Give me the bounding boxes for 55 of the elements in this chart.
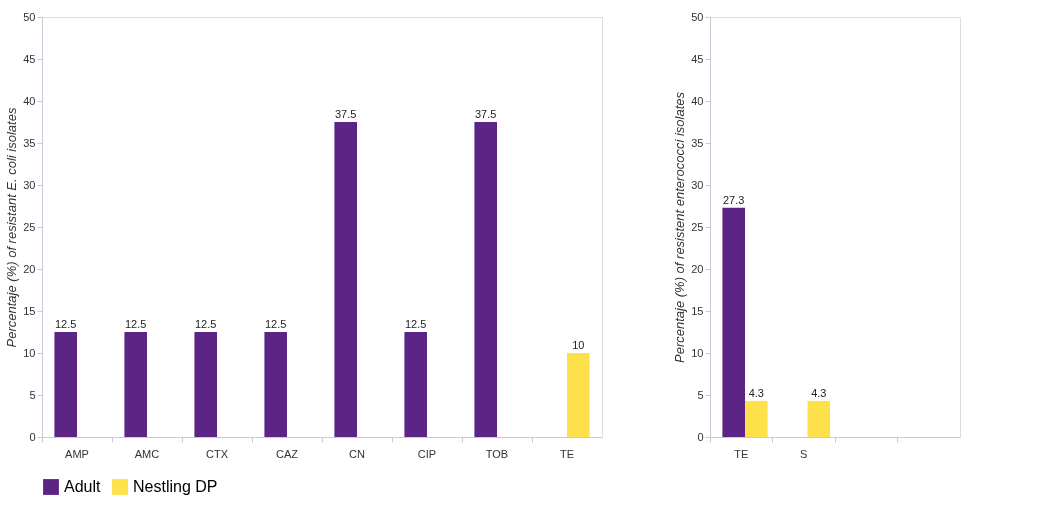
legend-label: Adult [64,478,102,495]
x-tick-label: AMC [134,447,160,460]
y-tick-label: 45 [691,52,704,65]
y-tick-label: 25 [691,220,704,233]
bar [567,353,590,437]
y-axis-title: Percentaje (%) of resistant E. coli isolates [4,107,20,348]
y-tick-label: 35 [23,136,36,149]
data-label: 4.3 [811,386,827,399]
y-tick-label: 20 [691,262,704,275]
x-tick-label: S [800,447,808,460]
legend-label: Nestling DP [133,478,218,495]
data-label: 27.3 [723,193,745,206]
y-tick-label: 15 [691,304,704,317]
bar [474,122,497,437]
data-label: 12.5 [55,318,77,330]
x-tick-label: CAZ [276,447,299,460]
y-tick-label: 40 [691,94,704,107]
y-axis-title: Percentaje (%) of resistent enterococci isolates [672,91,688,363]
y-tick-label: 15 [23,304,36,317]
data-label: 4.3 [748,386,764,399]
y-tick-label: 10 [23,346,36,359]
bar [334,122,357,437]
data-label: 12.5 [125,318,147,330]
bar [404,332,427,437]
y-tick-label: 30 [691,178,704,191]
y-tick-label: 40 [23,94,36,107]
y-tick-label: 25 [23,220,36,233]
bar [124,332,147,437]
data-label: 37.5 [475,108,497,120]
y-tick-label: 5 [29,388,36,401]
data-label: 12.5 [265,318,287,330]
x-tick-label: CN [349,447,365,460]
x-tick-label: TOB [485,447,509,460]
data-label: 12.5 [405,318,427,330]
x-tick-label: CTX [206,447,229,460]
data-label: 10 [572,339,585,351]
y-tick-label: 50 [691,10,704,23]
y-tick-label: 30 [23,178,36,191]
x-tick-label: CIP [417,447,437,460]
bar [194,332,217,437]
y-tick-label: 5 [697,388,704,401]
data-label: 37.5 [335,108,357,120]
bar [264,332,287,437]
x-tick-label: TE [559,447,575,460]
y-tick-label: 50 [23,10,36,23]
y-tick-label: 0 [697,430,704,443]
x-tick-label: TE [734,447,749,460]
data-label: 12.5 [195,318,217,330]
y-tick-label: 45 [23,52,36,65]
x-tick-label: AMP [65,447,89,460]
y-tick-label: 0 [29,430,36,443]
y-tick-label: 20 [23,262,36,275]
y-tick-label: 35 [691,136,704,149]
bar [54,332,77,437]
y-tick-label: 10 [691,346,704,359]
